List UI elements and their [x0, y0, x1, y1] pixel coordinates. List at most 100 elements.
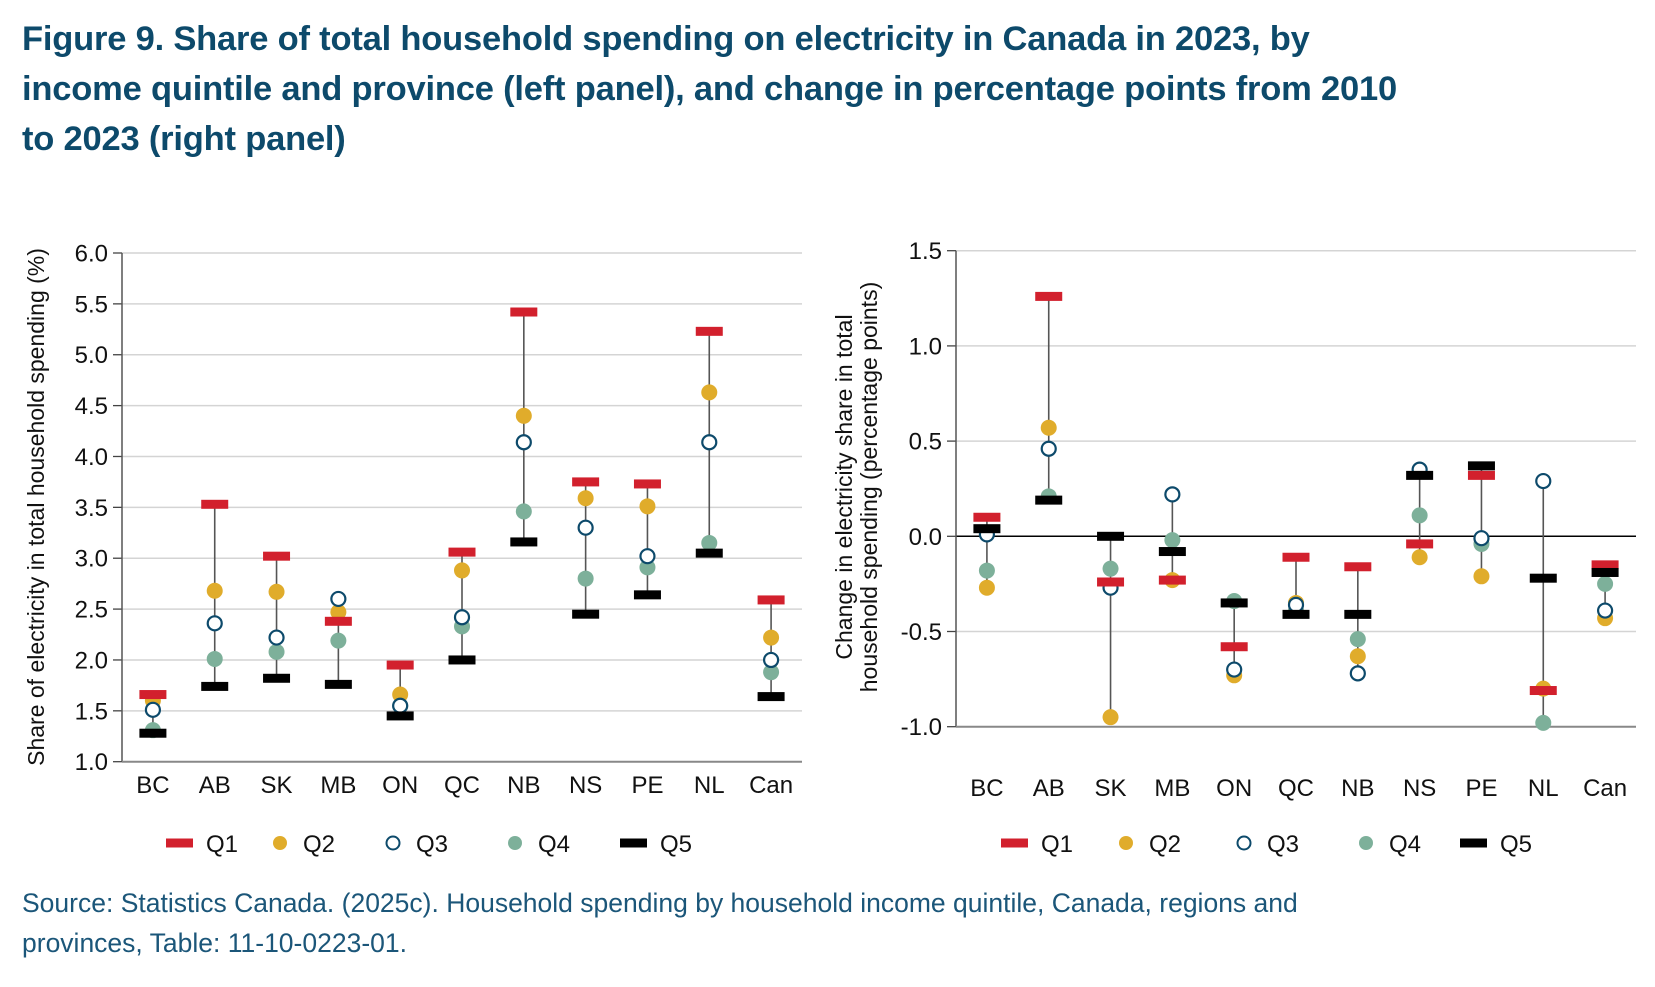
x-tick-label: NL [1528, 775, 1559, 802]
y-tick-label: 5.5 [75, 291, 108, 318]
legend-swatch-q3 [1236, 835, 1252, 851]
y-tick-label: 2.0 [75, 647, 108, 674]
marker-q5-pe [633, 590, 661, 600]
y-axis-label-line: household spending (percentage points) [856, 282, 882, 692]
marker-q5-mb [324, 679, 352, 689]
marker-q2-nl [701, 384, 718, 401]
y-tick-label: 1.5 [909, 238, 942, 265]
marker-q4-pe [639, 559, 656, 576]
marker-q4-bc [978, 562, 995, 579]
y-tick-label: 4.5 [75, 393, 108, 420]
legend-label-q2: Q2 [1149, 831, 1181, 858]
x-tick-label: AB [1033, 775, 1065, 802]
legend-swatch-q1 [166, 838, 193, 848]
marker-q3-mb [1164, 486, 1181, 503]
marker-q4-mb [330, 632, 347, 649]
y-tick-label: 1.0 [75, 749, 108, 776]
marker-q1-mb [324, 616, 352, 626]
marker-q3-on [1226, 661, 1243, 678]
left-panel: 1.0 1.5 2.0 2.5 3.0 3.5 4.0 4.5 5.0 5.5 6.0 Share o… [23, 241, 802, 858]
marker-q1-mb [1158, 575, 1186, 585]
legend-swatch-q2 [273, 836, 287, 850]
marker-q5-ns [572, 609, 600, 619]
marker-q1-ab [1035, 291, 1063, 301]
marker-q3-ab [1040, 440, 1057, 457]
marker-q2-bc [978, 579, 995, 596]
marker-q3-can [1596, 602, 1614, 619]
marker-q4-nl [1535, 714, 1552, 731]
marker-q2-sk [268, 583, 285, 600]
x-tick-label: NL [694, 772, 725, 799]
legend-label-q1: Q1 [1041, 831, 1073, 858]
marker-q3-sk [268, 629, 285, 646]
y-tick-label: -1.0 [901, 714, 942, 741]
marker-q5-on [386, 711, 414, 721]
marker-q3-nb [515, 434, 532, 451]
y-tick-label: 1.0 [909, 333, 942, 360]
marker-q5-bc [973, 524, 1001, 534]
marker-q3-nb [1349, 665, 1366, 682]
y-tick-label: 2.5 [75, 597, 108, 624]
legend-swatch-q2 [1119, 836, 1133, 850]
marker-q5-qc [448, 655, 476, 665]
marker-q4-ns [577, 570, 594, 587]
marker-q1-sk [263, 551, 291, 561]
marker-q5-pe [1467, 461, 1495, 471]
y-tick-label: 0.0 [909, 524, 942, 551]
legend-label-q4: Q4 [1389, 831, 1421, 858]
marker-q3-pe [639, 548, 656, 565]
title-line-2: income quintile and province (left panel… [22, 70, 1397, 108]
x-tick-label: NB [507, 772, 540, 799]
x-tick-label: BC [136, 772, 169, 799]
marker-q3-ns [577, 519, 594, 536]
marker-q4-sk [1102, 560, 1119, 577]
marker-q3-qc [453, 609, 471, 626]
marker-q2-ab [1040, 419, 1057, 436]
marker-q1-bc [139, 690, 167, 700]
marker-q5-nb [510, 537, 538, 547]
x-tick-label: NS [1403, 775, 1436, 802]
marker-q2-ab [206, 582, 223, 599]
marker-q5-ns [1406, 470, 1434, 480]
legend-label-q2: Q2 [303, 831, 335, 858]
y-tick-label: 1.5 [75, 698, 108, 725]
x-tick-label: BC [970, 775, 1003, 802]
source-note: Source: Statistics Canada. (2025c). Hous… [22, 883, 1647, 963]
marker-q1-on [1220, 642, 1248, 652]
x-tick-label: QC [444, 772, 480, 799]
marker-q3-pe [1473, 530, 1490, 547]
legend-swatch-q3 [385, 835, 401, 851]
marker-q2-on [392, 686, 409, 703]
marker-q1-can [757, 595, 785, 605]
marker-q4-nl [701, 534, 718, 551]
x-tick-label: MB [320, 772, 356, 799]
legend-label-q4: Q4 [538, 831, 570, 858]
y-tick-label: 4.0 [75, 444, 108, 471]
marker-q5-bc [139, 728, 167, 738]
marker-q1-nl [695, 326, 723, 336]
marker-q5-mb [1158, 547, 1186, 557]
marker-q5-ab [201, 681, 229, 691]
marker-q4-sk [268, 643, 285, 660]
marker-q1-nl [1529, 686, 1557, 696]
marker-q2-can [763, 629, 780, 646]
marker-q5-nl [1529, 573, 1557, 583]
marker-q1-ns [572, 477, 600, 487]
marker-q4-mb [1164, 532, 1181, 549]
marker-q2-ns [1411, 549, 1428, 566]
x-tick-label: ON [1216, 775, 1252, 802]
x-tick-label: PE [1465, 775, 1497, 802]
figure-title: Figure 9. Share of total household spend… [22, 14, 1647, 164]
marker-q5-sk [1097, 531, 1125, 541]
marker-q1-on [386, 660, 414, 670]
marker-q1-qc [1282, 552, 1310, 562]
marker-q1-can [1591, 560, 1619, 570]
marker-q3-on [392, 697, 409, 714]
marker-q3-nl [1535, 472, 1552, 490]
title-line-3: to 2023 (right panel) [22, 120, 346, 158]
y-axis-label-line: Change in electricity share in total [831, 314, 857, 659]
legend-label-q3: Q3 [1267, 831, 1299, 858]
marker-q1-nb [1344, 562, 1372, 572]
marker-q1-ab [201, 499, 229, 509]
